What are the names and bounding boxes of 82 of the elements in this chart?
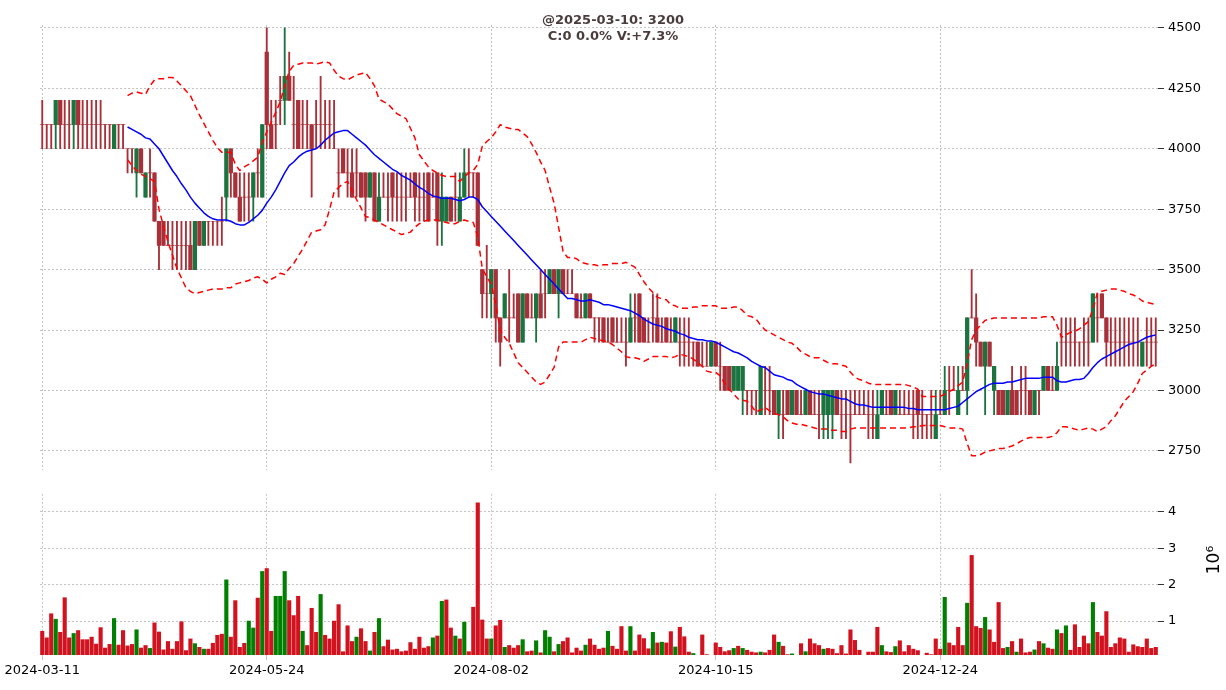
x-tick-label: 2024-10-15: [677, 662, 754, 678]
candlestick: [749, 390, 754, 415]
candlestick: [318, 75, 323, 150]
y-tick-label: 3750: [1168, 200, 1202, 216]
y-tick-label: 2: [1168, 575, 1177, 591]
candlestick: [40, 100, 45, 150]
candlestick: [906, 390, 911, 415]
y-tick-label: 1: [1168, 612, 1177, 628]
line-series: [126, 158, 1157, 457]
candlestick: [857, 390, 862, 415]
candlestick: [951, 365, 956, 391]
candlestick: [183, 220, 189, 270]
candlestick: [767, 365, 772, 415]
y-axis-title: 10⁶: [1203, 545, 1224, 575]
y-tick-label: 3500: [1168, 260, 1202, 276]
candlestick: [107, 124, 112, 150]
candlestick: [120, 124, 126, 150]
chart-subtitle: C:0 0.0% V:+7.3%: [547, 28, 679, 43]
candlestick: [565, 269, 570, 295]
x-tick-label: 2024-03-11: [4, 662, 81, 678]
y-tick-label: 2750: [1168, 442, 1202, 458]
candlestick: [704, 341, 709, 367]
candlestick: [129, 148, 135, 174]
y-tick-label: 4500: [1168, 19, 1202, 35]
candlestick: [929, 390, 934, 440]
candlestick: [843, 390, 849, 440]
candlestick: [300, 100, 305, 150]
candlestick: [305, 100, 310, 150]
chart-title: @2025-03-10: 3200: [541, 12, 685, 27]
candlestick: [745, 390, 750, 415]
x-tick-label: 2024-05-24: [228, 662, 305, 678]
candlestick: [219, 196, 224, 246]
candlestick: [67, 100, 72, 150]
y-tick-label: 3: [1168, 539, 1177, 555]
candlestick: [852, 390, 858, 415]
candlestick: [327, 100, 332, 150]
candlestick: [866, 390, 871, 440]
candlestick: [947, 365, 952, 415]
candlestick: [102, 124, 108, 150]
y-tick-label: 4250: [1168, 79, 1202, 95]
candlestick: [897, 390, 902, 415]
candlestick: [780, 390, 786, 440]
x-tick-label: 2024-12-24: [902, 662, 979, 678]
candlestick: [89, 100, 94, 150]
candlestick: [206, 220, 211, 246]
candlestick: [542, 269, 548, 319]
candlestick: [870, 390, 876, 440]
candlestick: [484, 245, 489, 319]
candlestick: [174, 220, 180, 270]
candlestick: [49, 124, 54, 150]
candlestick: [291, 75, 296, 150]
candlestick: [1018, 365, 1024, 415]
candlestick: [718, 341, 723, 391]
candlestick: [754, 390, 759, 415]
candlestick: [902, 390, 907, 415]
candlestick: [763, 365, 768, 415]
candlestick: [215, 220, 220, 246]
candlestick: [314, 100, 319, 150]
y-tick-label: 3000: [1168, 381, 1202, 397]
candlestick: [322, 100, 328, 150]
candlestick: [884, 390, 889, 415]
candlestick: [1036, 390, 1042, 415]
candlestick: [85, 100, 90, 150]
candlestick: [861, 390, 867, 415]
candlestick: [210, 220, 215, 246]
line-series: [126, 60, 1157, 398]
x-tick-label: 2024-08-02: [453, 662, 530, 678]
candlestick: [816, 390, 822, 440]
candlestick: [331, 100, 337, 150]
y-tick-label: 3250: [1168, 321, 1202, 337]
y-tick-label: 4000: [1168, 140, 1202, 156]
candlestick: [98, 100, 103, 150]
candlestick: [93, 100, 99, 150]
candlestick: [911, 390, 916, 440]
candlestick: [116, 124, 121, 150]
y-tick-label: 4: [1168, 503, 1177, 519]
candlestick: [62, 100, 67, 150]
candlestick: [44, 124, 49, 150]
candlestick: [924, 414, 929, 440]
candlestick: [798, 390, 804, 415]
candlestick: [80, 100, 85, 150]
candlestick: [960, 365, 965, 391]
